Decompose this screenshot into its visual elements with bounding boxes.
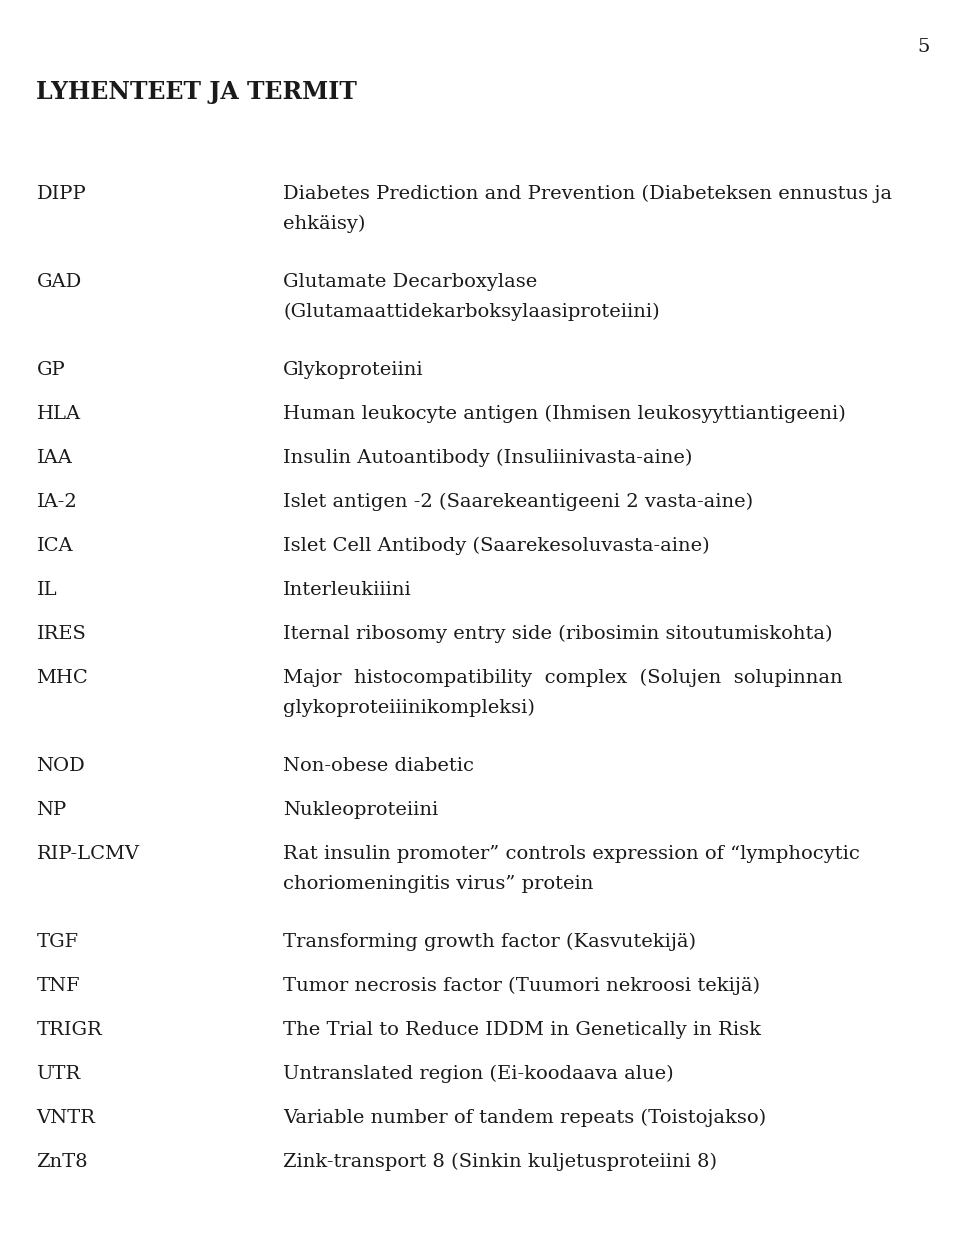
Text: Non-obese diabetic: Non-obese diabetic [283,757,474,775]
Text: LYHENTEET JA TERMIT: LYHENTEET JA TERMIT [36,80,357,104]
Text: Human leukocyte antigen (Ihmisen leukosyyttiantigeeni): Human leukocyte antigen (Ihmisen leukosy… [283,405,846,424]
Text: Islet antigen -2 (Saarekeantigeeni 2 vasta-aine): Islet antigen -2 (Saarekeantigeeni 2 vas… [283,493,754,512]
Text: GP: GP [36,361,65,379]
Text: (Glutamaattidekarboksylaasiproteiini): (Glutamaattidekarboksylaasiproteiini) [283,303,660,321]
Text: IA-2: IA-2 [36,493,77,510]
Text: Glykoproteiini: Glykoproteiini [283,361,423,379]
Text: ICA: ICA [36,537,73,556]
Text: NP: NP [36,801,67,819]
Text: The Trial to Reduce IDDM in Genetically in Risk: The Trial to Reduce IDDM in Genetically … [283,1021,761,1040]
Text: IL: IL [36,581,57,599]
Text: Variable number of tandem repeats (Toistojakso): Variable number of tandem repeats (Toist… [283,1109,766,1127]
Text: DIPP: DIPP [36,186,86,203]
Text: UTR: UTR [36,1065,81,1083]
Text: Insulin Autoantibody (Insuliinivasta-aine): Insulin Autoantibody (Insuliinivasta-ain… [283,449,692,468]
Text: IAA: IAA [36,449,72,466]
Text: NOD: NOD [36,757,85,775]
Text: RIP-LCMV: RIP-LCMV [36,845,139,863]
Text: Major  histocompatibility  complex  (Solujen  solupinnan: Major histocompatibility complex (Soluje… [283,668,843,687]
Text: VNTR: VNTR [36,1109,95,1127]
Text: TRIGR: TRIGR [36,1021,102,1040]
Text: choriomeningitis virus” protein: choriomeningitis virus” protein [283,875,593,893]
Text: ehkäisy): ehkäisy) [283,214,366,233]
Text: TGF: TGF [36,933,79,951]
Text: ZnT8: ZnT8 [36,1152,88,1171]
Text: Zink-transport 8 (Sinkin kuljetusproteiini 8): Zink-transport 8 (Sinkin kuljetusproteii… [283,1152,717,1171]
Text: TNF: TNF [36,977,80,994]
Text: MHC: MHC [36,668,88,687]
Text: HLA: HLA [36,405,81,423]
Text: Islet Cell Antibody (Saarekesoluvasta-aine): Islet Cell Antibody (Saarekesoluvasta-ai… [283,537,709,556]
Text: glykoproteiiinikompleksi): glykoproteiiinikompleksi) [283,698,535,717]
Text: Rat insulin promoter” controls expression of “lymphocytic: Rat insulin promoter” controls expressio… [283,845,860,863]
Text: Glutamate Decarboxylase: Glutamate Decarboxylase [283,273,538,291]
Text: 5: 5 [918,38,930,56]
Text: IRES: IRES [36,624,86,643]
Text: Nukleoproteiini: Nukleoproteiini [283,801,439,819]
Text: GAD: GAD [36,273,82,291]
Text: Transforming growth factor (Kasvutekijä): Transforming growth factor (Kasvutekijä) [283,933,696,952]
Text: Untranslated region (Ei-koodaava alue): Untranslated region (Ei-koodaava alue) [283,1065,674,1083]
Text: Interleukiiini: Interleukiiini [283,581,412,599]
Text: Diabetes Prediction and Prevention (Diabeteksen ennustus ja: Diabetes Prediction and Prevention (Diab… [283,186,892,203]
Text: Tumor necrosis factor (Tuumori nekroosi tekijä): Tumor necrosis factor (Tuumori nekroosi … [283,977,760,996]
Text: Iternal ribosomy entry side (ribosimin sitoutumiskohta): Iternal ribosomy entry side (ribosimin s… [283,624,832,643]
